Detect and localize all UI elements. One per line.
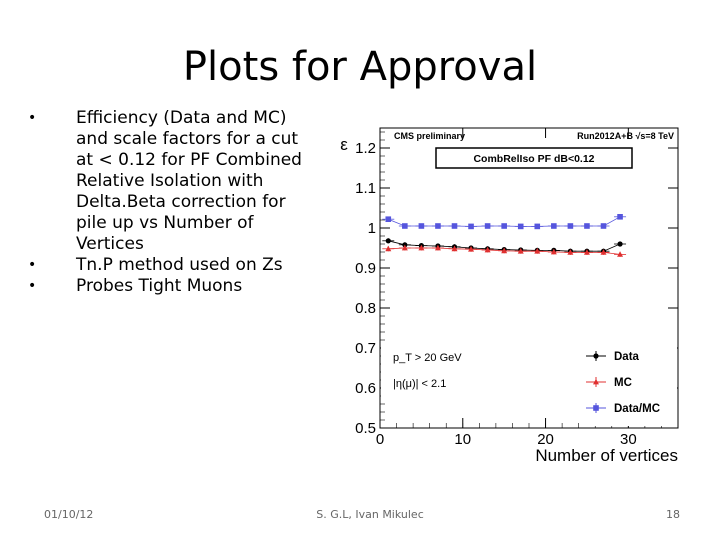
data-point [484,223,491,229]
data-point [600,249,607,255]
data-point [534,248,541,254]
legend-label: MC [614,377,632,389]
data-point [468,223,474,230]
x-tick-label: 10 [454,431,471,448]
efficiency-chart: CMS preliminary Run2012A+B √s=8 TeV CombRe… [340,127,679,465]
data-point [583,249,590,255]
data-point [550,248,557,255]
data-point [418,244,425,251]
chart-title: CombRelIso PF dB<0.12 [473,153,594,165]
bullet-text: Probes Tight Muons [76,276,243,296]
bullet-item: • Efficiency (Data and MC) and scale fact… [28,108,318,255]
annotation-box [381,342,459,398]
data-point [401,244,408,251]
y-tick-label: 0.9 [355,260,376,277]
y-tick-label: 0.5 [355,420,376,437]
data-point [434,244,441,251]
data-point [567,223,574,229]
footer-page-number: 18 [666,508,680,521]
bullet-text: Efficiency (Data and MC) and scale facto… [76,108,302,254]
bullet-item: • Probes Tight Muons [28,276,318,297]
bullet-dot-icon: • [28,257,37,273]
data-point [418,223,425,229]
bullet-dot-icon: • [28,278,37,294]
footer-author: S. G.L, Ivan Mikulec [316,508,424,521]
footer-date: 01/10/12 [44,508,94,521]
data-point [567,249,574,255]
bullet-text: Tn.P method used on Zs [76,255,283,275]
x-tick-label: 20 [537,431,554,448]
data-point [617,241,623,247]
data-point [501,223,507,229]
annotation-text: p_T > 20 GeV [393,352,462,364]
legend-label: Data/MC [614,403,660,415]
data-point [551,223,557,229]
data-point [451,223,458,229]
x-tick-label: 0 [376,431,384,448]
chart-title-box [435,147,633,169]
data-point [501,247,508,254]
y-tick-label: 1 [368,220,376,237]
data-point [517,223,524,230]
data-point [435,223,441,229]
legend-marker [593,378,599,385]
bullet-item: • Tn.P method used on Zs [28,255,318,276]
chart-header-right: Run2012A+B √s=8 TeV [577,131,674,141]
data-point [617,251,624,257]
data-point [385,245,392,252]
y-axis-label: ε [340,135,348,154]
slide-title: Plots for Approval [182,44,538,90]
data-point [385,238,391,244]
data-point [402,242,408,248]
chart-header-left: CMS preliminary [394,131,465,141]
data-point [617,214,623,220]
legend-marker [593,405,599,411]
data-point [517,248,524,254]
data-point [451,245,458,252]
data-point [600,223,607,229]
data-point [468,246,475,252]
y-tick-label: 0.6 [355,380,376,397]
bullet-dot-icon: • [28,110,37,126]
y-tick-label: 1.1 [355,180,376,197]
y-tick-label: 0.8 [355,300,376,317]
x-axis-label: Number of vertices [535,446,678,465]
x-tick-label: 30 [620,431,637,448]
data-point [584,223,590,229]
data-point [385,216,392,222]
data-point [534,223,541,230]
y-tick-label: 1.2 [355,140,376,157]
legend-marker [593,353,599,359]
y-tick-label: 0.7 [355,340,376,357]
bullet-list: • Efficiency (Data and MC) and scale fact… [28,108,318,297]
annotation-text: |η(μ)| < 2.1 [393,378,446,390]
data-point [484,246,491,253]
legend-label: Data [614,351,640,363]
data-point [402,223,408,229]
